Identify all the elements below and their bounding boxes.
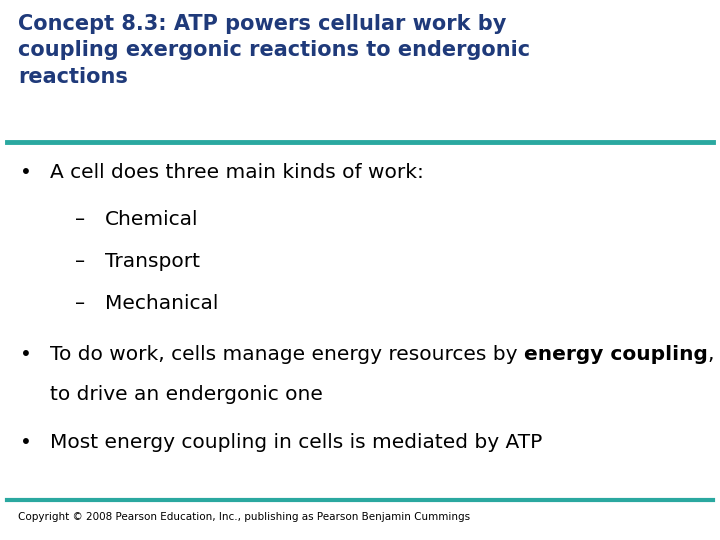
- Text: –: –: [75, 294, 85, 313]
- Text: Transport: Transport: [105, 252, 200, 271]
- Text: To do work, cells manage energy resources by: To do work, cells manage energy resource…: [50, 345, 524, 364]
- Text: A cell does three main kinds of work:: A cell does three main kinds of work:: [50, 163, 424, 182]
- Text: •: •: [20, 163, 32, 182]
- Text: –: –: [75, 252, 85, 271]
- Text: Copyright © 2008 Pearson Education, Inc., publishing as Pearson Benjamin Cumming: Copyright © 2008 Pearson Education, Inc.…: [18, 512, 470, 522]
- Text: , the use of an exergonic process: , the use of an exergonic process: [708, 345, 720, 364]
- Text: Chemical: Chemical: [105, 210, 199, 229]
- Text: Most energy coupling in cells is mediated by ATP: Most energy coupling in cells is mediate…: [50, 433, 542, 452]
- Text: to drive an endergonic one: to drive an endergonic one: [50, 385, 323, 404]
- Text: •: •: [20, 345, 32, 364]
- Text: Concept 8.3: ATP powers cellular work by
coupling exergonic reactions to endergo: Concept 8.3: ATP powers cellular work by…: [18, 14, 530, 87]
- Text: energy coupling: energy coupling: [524, 345, 708, 364]
- Text: •: •: [20, 433, 32, 452]
- Text: Mechanical: Mechanical: [105, 294, 218, 313]
- Text: –: –: [75, 210, 85, 229]
